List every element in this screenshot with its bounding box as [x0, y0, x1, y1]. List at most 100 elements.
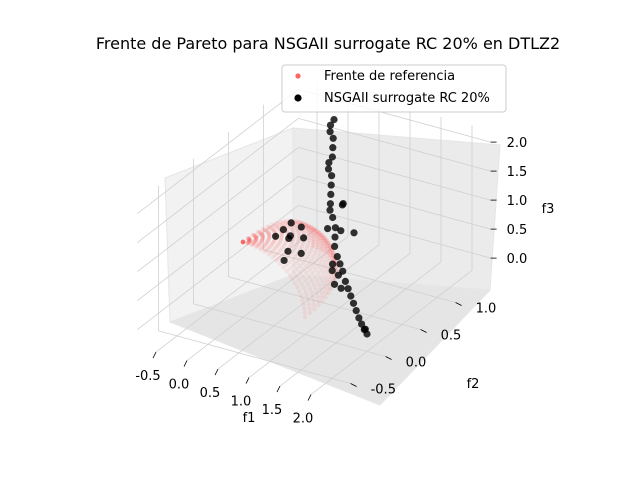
reference-point — [325, 246, 331, 252]
reference-point — [240, 239, 246, 245]
reference-point — [316, 253, 321, 259]
reference-point — [319, 244, 324, 249]
reference-point — [300, 260, 306, 266]
reference-point — [304, 224, 310, 229]
reference-point — [315, 278, 320, 283]
nsgaii-point — [350, 229, 358, 237]
reference-point — [322, 248, 327, 254]
reference-point — [306, 223, 311, 228]
reference-point — [291, 269, 296, 275]
reference-point — [324, 278, 329, 284]
legend-marker-reference — [295, 73, 301, 79]
reference-point — [292, 280, 298, 286]
reference-point — [246, 236, 251, 241]
reference-point — [325, 282, 330, 288]
reference-point — [312, 306, 317, 312]
reference-point — [314, 248, 319, 253]
reference-point — [267, 234, 272, 240]
reference-point — [317, 230, 323, 236]
reference-point — [311, 234, 316, 240]
reference-point — [305, 282, 311, 287]
legend-box — [281, 64, 507, 113]
reference-point — [302, 314, 308, 320]
reference-point — [260, 237, 265, 242]
reference-point — [240, 239, 246, 245]
reference-point — [320, 278, 325, 284]
reference-point — [319, 233, 324, 238]
reference-point — [322, 286, 327, 292]
reference-point — [317, 231, 322, 236]
y-tick-label: 1.0 — [476, 302, 497, 317]
grid-line — [137, 204, 491, 330]
z-tick-label: 2.0 — [507, 136, 528, 151]
reference-point — [279, 235, 284, 241]
reference-point — [240, 239, 246, 245]
reference-point — [301, 285, 306, 291]
reference-point — [314, 234, 320, 239]
reference-point — [306, 223, 311, 229]
reference-point — [307, 306, 312, 312]
reference-point — [260, 233, 265, 238]
reference-point — [303, 278, 308, 283]
reference-point — [319, 256, 325, 262]
reference-point — [260, 244, 266, 250]
reference-point — [322, 235, 327, 240]
reference-point — [312, 229, 317, 234]
reference-point — [310, 242, 316, 248]
reference-point — [296, 220, 302, 225]
reference-point — [296, 235, 302, 241]
reference-point — [318, 267, 323, 272]
reference-point — [240, 239, 246, 245]
reference-point — [287, 259, 292, 265]
nsgaii-point — [330, 280, 339, 288]
reference-point — [308, 225, 313, 230]
grid-line — [137, 117, 491, 243]
reference-point — [313, 286, 318, 291]
reference-point — [280, 245, 285, 250]
reference-point — [296, 219, 302, 225]
reference-point — [320, 233, 325, 238]
reference-point — [278, 219, 284, 225]
reference-point — [310, 239, 316, 245]
reference-point — [274, 251, 280, 256]
reference-point — [325, 263, 330, 268]
reference-point — [263, 242, 268, 247]
y-tick-label: 0.0 — [406, 356, 427, 371]
reference-point — [274, 221, 279, 226]
reference-point — [267, 245, 272, 250]
reference-point — [317, 230, 322, 236]
reference-point — [245, 240, 251, 245]
reference-point — [255, 243, 260, 249]
x-tick-mark — [152, 351, 157, 359]
reference-point — [240, 239, 246, 245]
reference-point — [251, 241, 256, 246]
reference-point — [308, 228, 313, 233]
reference-point — [258, 231, 264, 236]
x-tick-mark — [276, 385, 281, 393]
reference-point — [328, 253, 333, 258]
legend-label-nsgaii: NSGAII surrogate RC 20% — [324, 91, 490, 106]
reference-point — [245, 240, 250, 246]
reference-point — [240, 239, 246, 245]
nsgaii-point — [286, 232, 294, 240]
reference-point — [271, 239, 276, 245]
reference-point — [299, 281, 304, 286]
grid-line — [248, 253, 411, 378]
reference-point — [278, 222, 283, 227]
nsgaii-point — [329, 134, 337, 142]
reference-point — [264, 228, 270, 234]
nsgaii-point — [337, 227, 345, 235]
reference-point — [327, 249, 333, 254]
reference-point — [331, 250, 336, 256]
reference-point — [314, 228, 319, 234]
reference-point — [254, 236, 259, 242]
reference-point — [247, 237, 252, 242]
reference-point — [307, 310, 313, 316]
reference-point — [254, 235, 259, 241]
reference-point — [259, 237, 265, 243]
reference-point — [315, 245, 320, 250]
reference-point — [312, 226, 317, 232]
reference-point — [293, 219, 299, 224]
reference-point — [260, 226, 265, 232]
reference-point — [270, 227, 275, 232]
